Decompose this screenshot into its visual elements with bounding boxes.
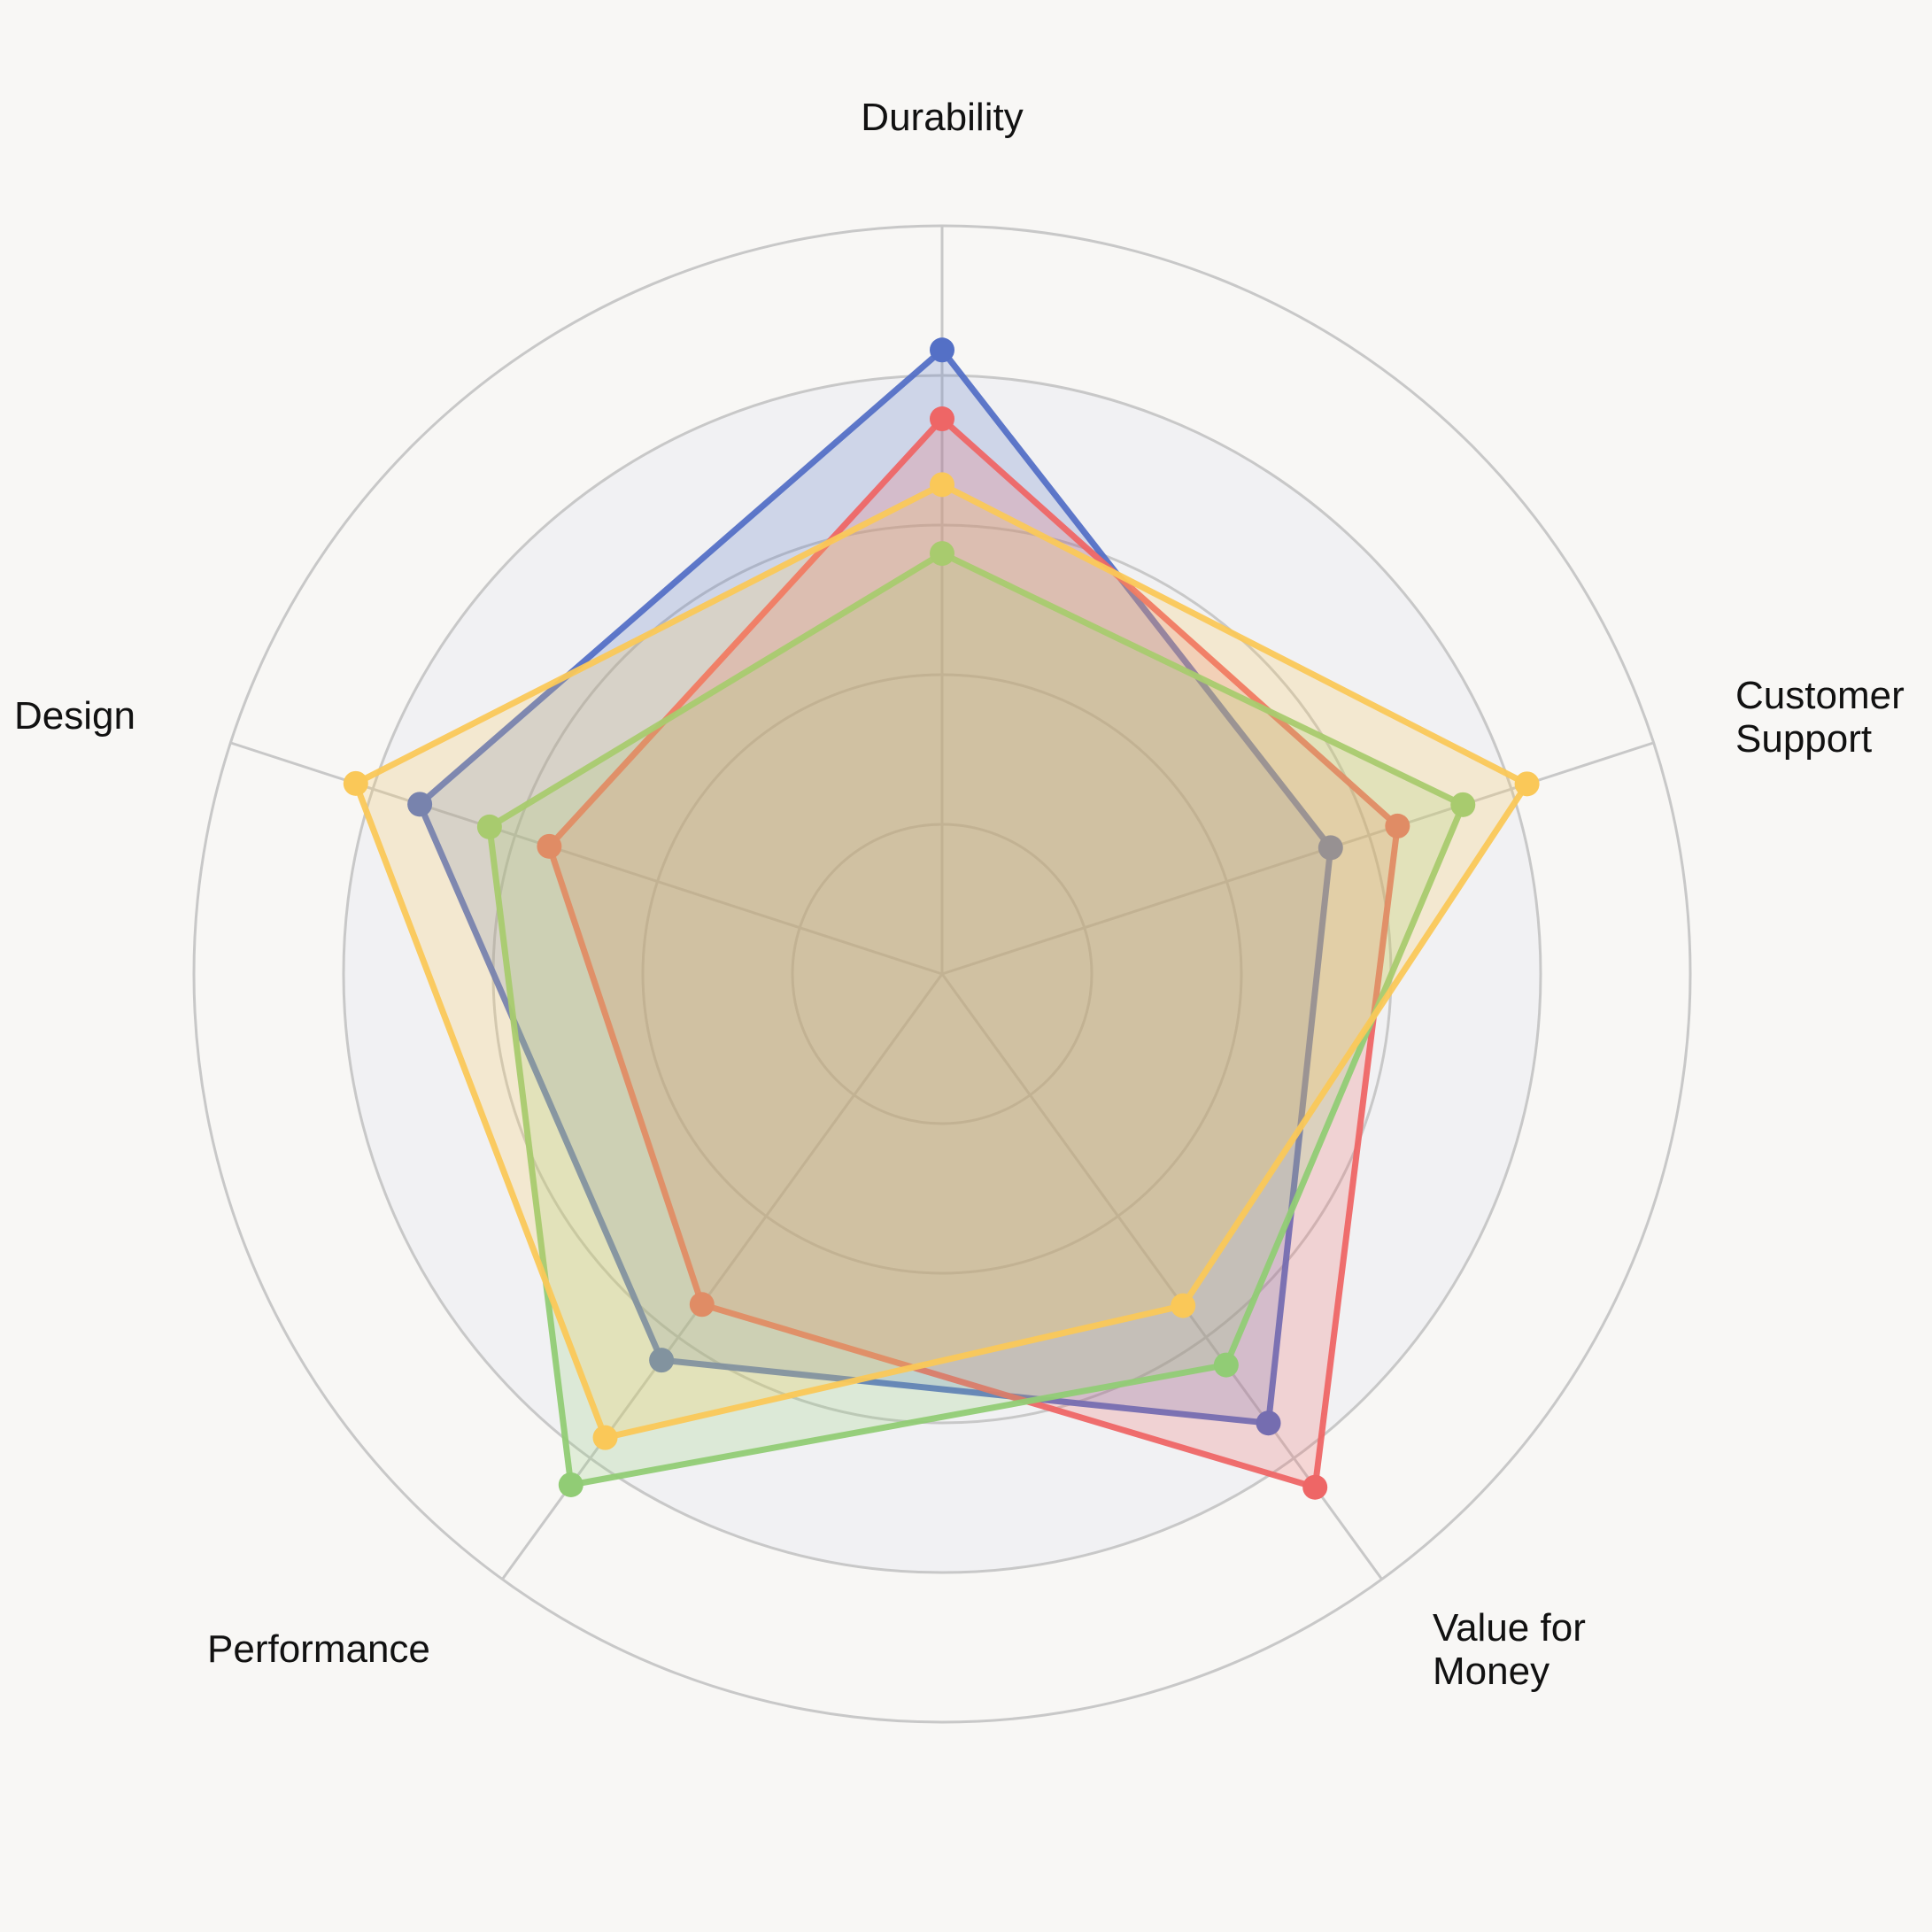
axis-label-line: Performance (207, 1627, 430, 1671)
series-area (549, 419, 1398, 1488)
data-point-performance[interactable] (649, 1348, 675, 1373)
series-2 (537, 406, 1410, 1500)
series-area (420, 350, 1331, 1424)
axis-label-line: Customer (1735, 674, 1905, 717)
data-point-value-for-money[interactable] (1213, 1352, 1239, 1378)
series-layer (343, 337, 1540, 1500)
axis-label-line: Support (1735, 717, 1872, 761)
series-1 (407, 337, 1343, 1436)
axis-label-line: Value for (1433, 1606, 1586, 1650)
data-point-durability[interactable] (930, 337, 954, 363)
data-point-performance[interactable] (558, 1472, 583, 1497)
data-point-durability[interactable] (930, 541, 954, 567)
series-4 (343, 472, 1540, 1450)
axis-label-design: Design (14, 694, 135, 738)
data-point-durability[interactable] (930, 406, 954, 432)
series-line (352, 481, 1531, 1441)
data-point-design[interactable] (407, 792, 433, 817)
axis-label-durability: Durability (861, 96, 1023, 139)
series-line (486, 550, 1466, 1488)
axis-label-line: Design (14, 694, 135, 738)
data-point-customer-support[interactable] (1514, 771, 1540, 797)
axis-labels: Durability Customer Support Value for Money P… (14, 96, 1905, 1693)
data-point-design[interactable] (537, 833, 562, 859)
axis-label-performance: Performance (207, 1627, 430, 1671)
data-point-value-for-money[interactable] (1171, 1293, 1196, 1318)
axis-label-line: Money (1433, 1650, 1549, 1693)
data-point-value-for-money[interactable] (1302, 1474, 1328, 1500)
data-point-performance[interactable] (689, 1292, 715, 1318)
axis-label-value-for-money: Value for Money (1433, 1606, 1586, 1693)
series-area (355, 484, 1527, 1438)
data-point-customer-support[interactable] (1318, 835, 1343, 861)
data-point-durability[interactable] (930, 472, 954, 498)
axis-label-customer-support: Customer Support (1735, 674, 1905, 761)
data-point-design[interactable] (476, 814, 502, 839)
data-point-customer-support[interactable] (1385, 813, 1410, 838)
data-point-design[interactable] (343, 770, 368, 796)
series-line (545, 415, 1401, 1491)
data-point-customer-support[interactable] (1450, 792, 1476, 817)
data-point-value-for-money[interactable] (1256, 1410, 1281, 1436)
data-point-performance[interactable] (592, 1425, 618, 1450)
axis-label-line: Durability (861, 96, 1023, 139)
series-line (416, 346, 1334, 1426)
